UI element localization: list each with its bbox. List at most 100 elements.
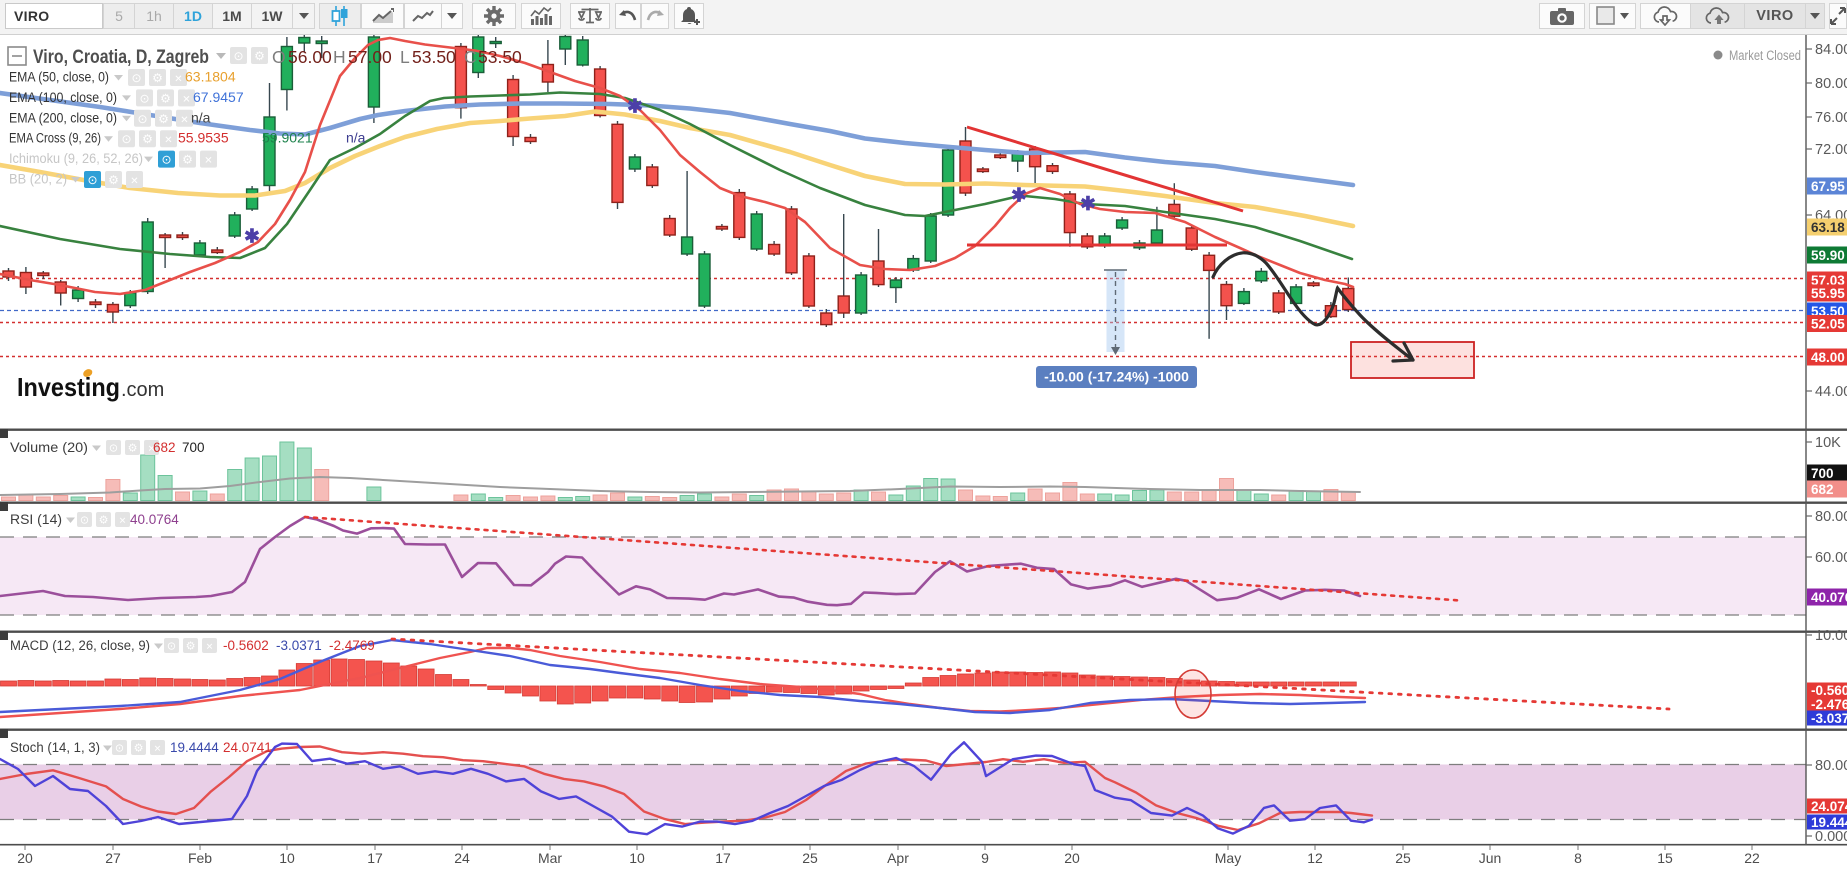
svg-text:✕: ✕ bbox=[204, 156, 212, 167]
svg-text:682: 682 bbox=[1811, 482, 1834, 497]
svg-text:60.000: 60.000 bbox=[1815, 550, 1847, 566]
svg-text:19.4444: 19.4444 bbox=[170, 740, 219, 755]
svg-text:-0.5602: -0.5602 bbox=[223, 638, 269, 653]
svg-text:48.00: 48.00 bbox=[1811, 350, 1845, 365]
svg-text:May: May bbox=[1215, 850, 1241, 866]
svg-text:59.90: 59.90 bbox=[1811, 248, 1845, 263]
svg-text:✕: ✕ bbox=[148, 444, 156, 454]
svg-text:⚙: ⚙ bbox=[186, 641, 196, 653]
svg-text:⚙: ⚙ bbox=[152, 71, 163, 85]
svg-text:80.000: 80.000 bbox=[1815, 509, 1847, 525]
svg-text:40.076: 40.076 bbox=[1811, 590, 1847, 605]
svg-text:56.00: 56.00 bbox=[288, 47, 332, 67]
svg-text:⊙: ⊙ bbox=[87, 173, 97, 187]
svg-text:⚙: ⚙ bbox=[108, 173, 119, 187]
svg-text:Jun: Jun bbox=[1479, 850, 1502, 866]
svg-text:19.444: 19.444 bbox=[1811, 815, 1847, 830]
svg-text:17: 17 bbox=[367, 850, 383, 866]
svg-text:-3.0371: -3.0371 bbox=[1811, 711, 1847, 726]
svg-text:10: 10 bbox=[629, 850, 645, 866]
svg-text:8: 8 bbox=[1574, 850, 1582, 866]
svg-text:10K: 10K bbox=[1815, 435, 1841, 451]
svg-text:✕: ✕ bbox=[164, 135, 172, 146]
svg-text:55.9535: 55.9535 bbox=[178, 130, 229, 146]
svg-text:15: 15 bbox=[1657, 850, 1673, 866]
svg-text:BB (20, 2): BB (20, 2) bbox=[9, 172, 67, 187]
svg-text:⊙: ⊙ bbox=[161, 153, 171, 167]
svg-text:✱: ✱ bbox=[1011, 186, 1027, 207]
svg-text:63.18: 63.18 bbox=[1811, 220, 1845, 235]
svg-text:⚙: ⚙ bbox=[254, 49, 265, 63]
svg-text:Ichimoku (9, 26, 52, 26): Ichimoku (9, 26, 52, 26) bbox=[9, 151, 143, 166]
svg-text:O: O bbox=[272, 47, 286, 67]
svg-text:52.05: 52.05 bbox=[1811, 317, 1845, 332]
svg-text:25: 25 bbox=[1395, 850, 1411, 866]
svg-text:⚙: ⚙ bbox=[142, 132, 153, 146]
svg-text:57.03: 57.03 bbox=[1811, 273, 1845, 288]
svg-text:⚙: ⚙ bbox=[158, 112, 169, 126]
svg-text:24.074: 24.074 bbox=[1811, 799, 1847, 814]
svg-text:⊙: ⊙ bbox=[80, 515, 89, 527]
svg-text:Viro, Croatia, D, Zagreb: Viro, Croatia, D, Zagreb bbox=[33, 46, 209, 68]
svg-text:10.000: 10.000 bbox=[1815, 628, 1847, 644]
svg-text:57.00: 57.00 bbox=[348, 47, 392, 67]
svg-text:RSI (14): RSI (14) bbox=[10, 512, 62, 527]
svg-text:0.0000: 0.0000 bbox=[1815, 829, 1847, 845]
svg-text:⊙: ⊙ bbox=[121, 132, 131, 146]
svg-text:⚙: ⚙ bbox=[128, 443, 138, 455]
svg-text:⊙: ⊙ bbox=[233, 49, 243, 63]
svg-text:⊙: ⊙ bbox=[115, 743, 124, 755]
svg-text:20: 20 bbox=[17, 850, 33, 866]
svg-text:84.00: 84.00 bbox=[1815, 42, 1847, 58]
svg-text:✕: ✕ bbox=[206, 642, 214, 652]
svg-text:EMA Cross (9, 26): EMA Cross (9, 26) bbox=[9, 131, 101, 146]
svg-text:L: L bbox=[400, 47, 410, 67]
svg-text:EMA (200, close, 0): EMA (200, close, 0) bbox=[9, 110, 117, 125]
svg-text:9: 9 bbox=[981, 850, 989, 866]
svg-text:Investing: Investing bbox=[17, 372, 120, 402]
svg-text:n/a: n/a bbox=[191, 109, 211, 125]
svg-text:25: 25 bbox=[802, 850, 818, 866]
svg-text:Apr: Apr bbox=[887, 850, 909, 866]
svg-text:12: 12 bbox=[1307, 850, 1323, 866]
svg-text:EMA (50, close, 0): EMA (50, close, 0) bbox=[9, 70, 109, 85]
svg-text:-0.5602: -0.5602 bbox=[1811, 683, 1847, 698]
svg-text:⊙: ⊙ bbox=[131, 71, 141, 85]
svg-text:⊙: ⊙ bbox=[137, 112, 147, 126]
svg-text:✱: ✱ bbox=[1080, 194, 1096, 215]
svg-text:44.00: 44.00 bbox=[1815, 384, 1847, 400]
svg-text:27: 27 bbox=[105, 850, 121, 866]
svg-text:17: 17 bbox=[715, 850, 731, 866]
svg-text:⚙: ⚙ bbox=[182, 153, 193, 167]
svg-text:⚙: ⚙ bbox=[99, 515, 109, 527]
svg-text:✕: ✕ bbox=[174, 74, 182, 85]
svg-text:⊙: ⊙ bbox=[167, 641, 176, 653]
svg-text:72.00: 72.00 bbox=[1815, 142, 1847, 158]
svg-text:-2.4769: -2.4769 bbox=[329, 638, 375, 653]
svg-text:✱: ✱ bbox=[244, 227, 260, 248]
svg-text:✱: ✱ bbox=[627, 97, 643, 118]
svg-text:C: C bbox=[464, 47, 477, 67]
svg-text:53.50: 53.50 bbox=[478, 47, 522, 67]
svg-text:55.95: 55.95 bbox=[1811, 286, 1845, 301]
svg-text:40.0764: 40.0764 bbox=[130, 512, 179, 527]
svg-text:76.00: 76.00 bbox=[1815, 110, 1847, 126]
svg-text:-2.4769: -2.4769 bbox=[1811, 697, 1847, 712]
svg-text:H: H bbox=[333, 47, 346, 67]
svg-text:22: 22 bbox=[1744, 850, 1760, 866]
svg-text:MACD (12, 26, close, 9): MACD (12, 26, close, 9) bbox=[10, 638, 150, 653]
svg-text:59.9021: 59.9021 bbox=[262, 130, 313, 146]
svg-text:Market Closed: Market Closed bbox=[1729, 48, 1801, 63]
svg-text:67.95: 67.95 bbox=[1811, 179, 1845, 194]
svg-text:⚙: ⚙ bbox=[134, 743, 144, 755]
svg-text:⚙: ⚙ bbox=[160, 91, 171, 105]
svg-text:67.9457: 67.9457 bbox=[193, 89, 244, 105]
svg-text:20: 20 bbox=[1064, 850, 1080, 866]
svg-text:✕: ✕ bbox=[119, 516, 127, 526]
svg-text:80.00: 80.00 bbox=[1815, 76, 1847, 92]
svg-text:80.000: 80.000 bbox=[1815, 758, 1847, 774]
svg-text:10: 10 bbox=[279, 850, 295, 866]
svg-text:⊙: ⊙ bbox=[109, 443, 118, 455]
svg-text:24: 24 bbox=[454, 850, 470, 866]
svg-text:53.50: 53.50 bbox=[412, 47, 456, 67]
